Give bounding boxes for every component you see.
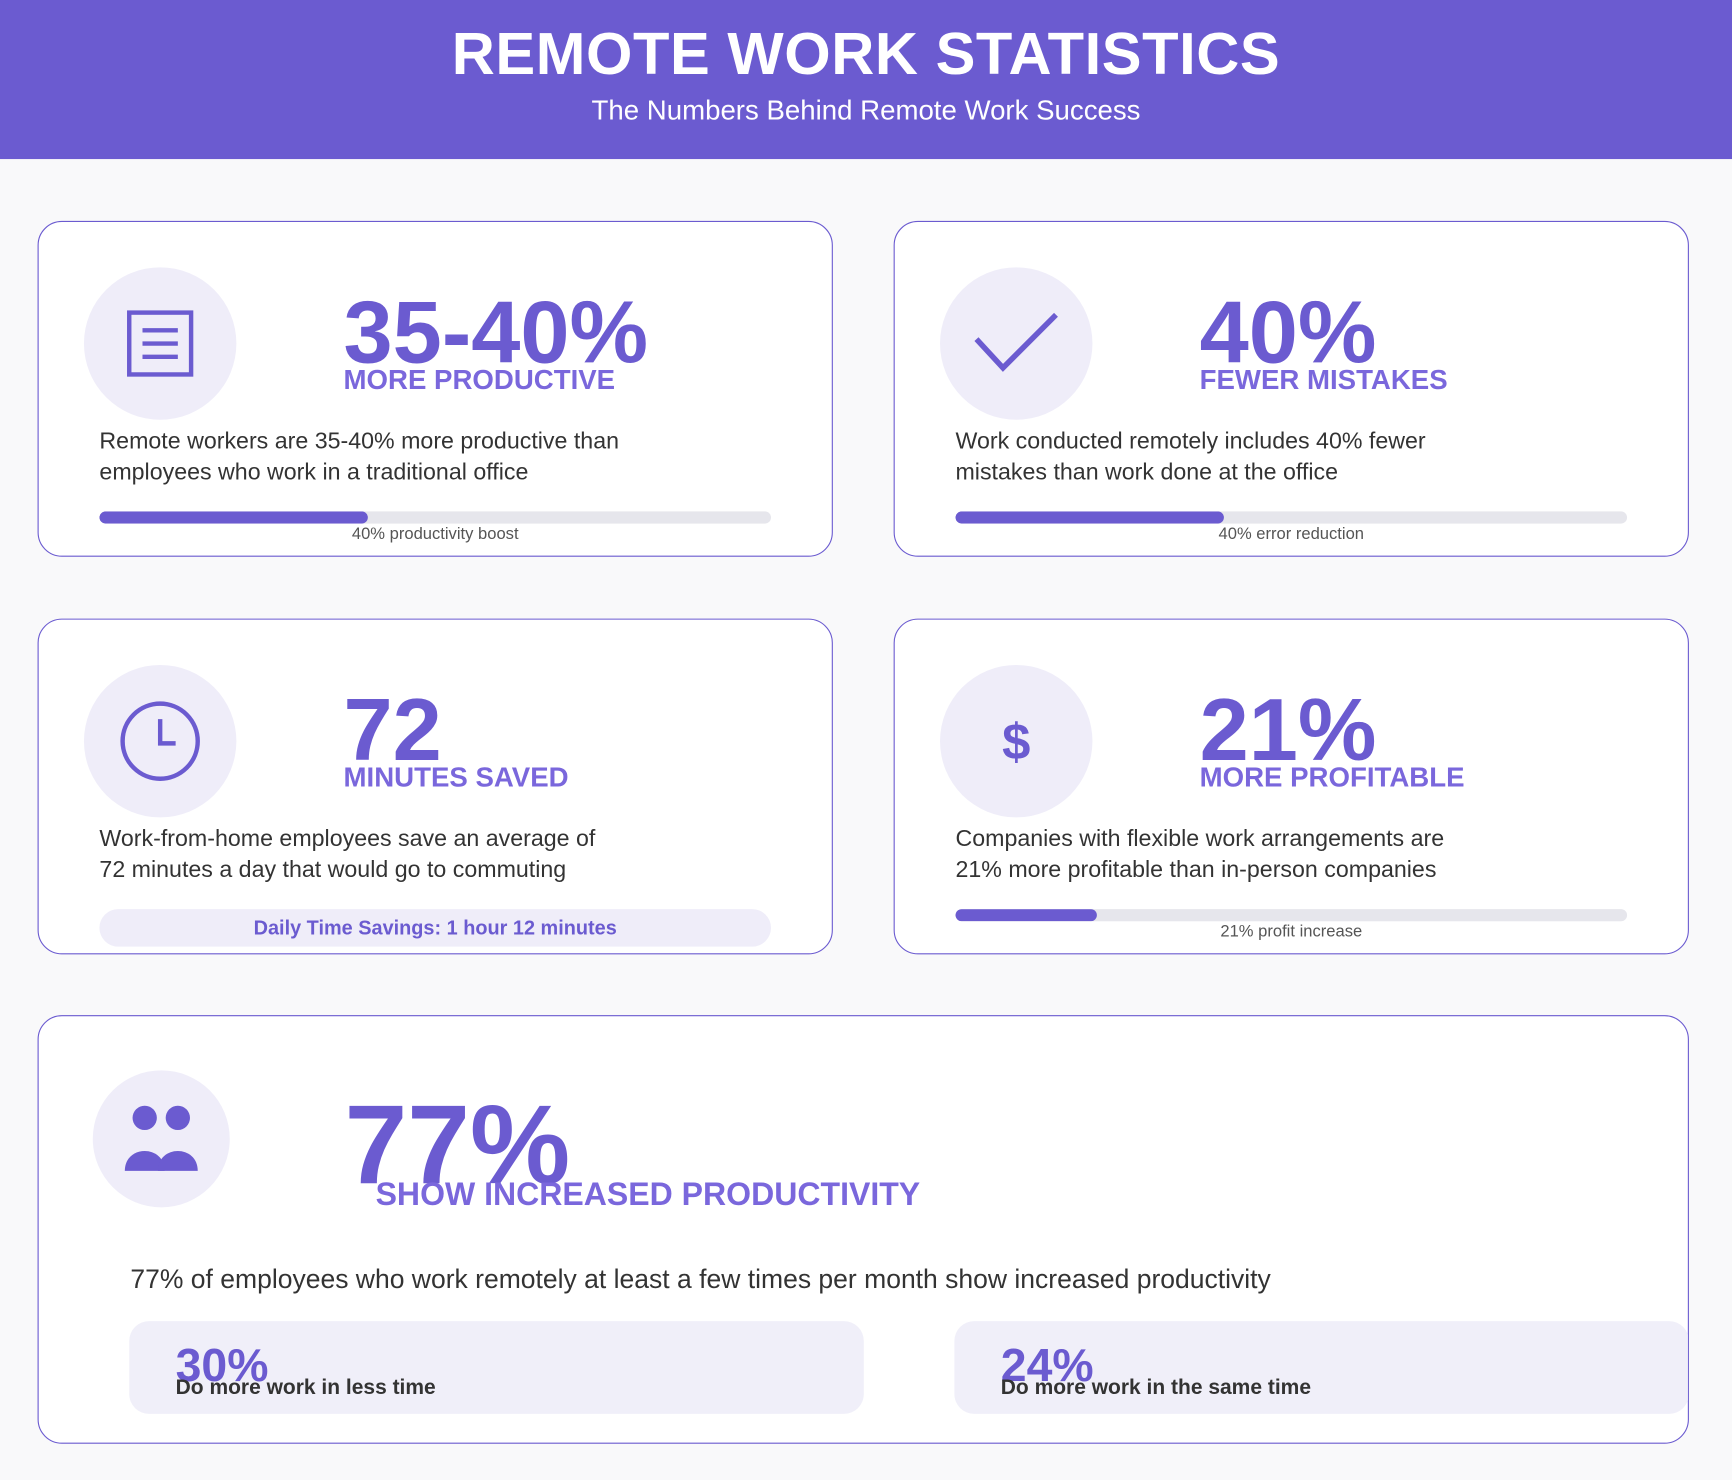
progress-label: 21% profit increase [1220, 922, 1363, 942]
icon [83, 664, 237, 818]
stat: 35-40% [343, 282, 649, 382]
progress-track [99, 511, 772, 524]
progress-fill [955, 909, 1097, 922]
description: Work conducted remotely includes 40% few… [955, 426, 1425, 488]
description: Work-from-home employees save an average… [99, 824, 595, 886]
line: Companies with flexible work arrangement… [955, 826, 1445, 852]
icon: $ [940, 664, 1093, 818]
sub-stat-value: 30% [175, 1338, 269, 1391]
progress-label: 40% error reduction [1218, 524, 1365, 544]
header: REMOTE WORK STATISTICS The Numbers Behin… [0, 0, 1732, 160]
icon [940, 267, 1093, 420]
stat-card: 35-40% MORE PRODUCTIVE Remote workers ar… [37, 220, 833, 557]
stat: 40% [1199, 282, 1377, 382]
icon [92, 1070, 230, 1208]
stat-card: 72 MINUTES SAVED Work-from-home employee… [37, 618, 833, 955]
sub-stat-label: Do more work in the same time [1000, 1376, 1312, 1400]
clock-icon [120, 701, 200, 781]
stat-label: FEWER MISTAKES [1199, 364, 1448, 396]
people-icon [124, 1105, 198, 1171]
progress-track [955, 909, 1628, 922]
sub-stat: 30% Do more work in less time [129, 1321, 864, 1414]
stat-card: 40% FEWER MISTAKES Work conducted remote… [893, 220, 1689, 557]
line: 21% more profitable than in-person compa… [955, 857, 1437, 883]
line: Work-from-home employees save an average… [99, 826, 596, 852]
line: employees who work in a traditional offi… [99, 459, 529, 485]
progress-track [955, 511, 1628, 524]
sub-stat: 24% Do more work in the same time [954, 1321, 1688, 1414]
stat: 21% [1199, 680, 1377, 779]
stat: 77% [344, 1081, 571, 1208]
description: 77% of employees who work remotely at le… [130, 1264, 1271, 1295]
stat-card: $ 21% MORE PROFITABLE Companies with fle… [893, 618, 1689, 955]
check-icon [974, 312, 1058, 372]
stat: 72 [343, 680, 442, 779]
title: REMOTE WORK STATISTICS [451, 20, 1281, 88]
line: 72 minutes a day that would go to commut… [99, 857, 567, 883]
stat-label: MORE PROFITABLE [1199, 762, 1465, 794]
subtitle: The Numbers Behind Remote Work Success [591, 94, 1141, 126]
line: Remote workers are 35-40% more productiv… [99, 428, 620, 454]
icon [83, 267, 237, 420]
progress-fill [955, 511, 1225, 524]
stat-label: MORE PRODUCTIVE [343, 364, 616, 396]
progress-fill [99, 511, 369, 524]
document-icon [127, 310, 194, 377]
sub-stat-label: Do more work in less time [175, 1376, 436, 1400]
line: mistakes than work done at the office [955, 459, 1339, 485]
featured-card: 77% SHOW INCREASED PRODUCTIVITY 77% of e… [37, 1015, 1689, 1444]
stat-label: SHOW INCREASED PRODUCTIVITY [375, 1177, 921, 1213]
line: Work conducted remotely includes 40% few… [955, 428, 1426, 454]
description: Remote workers are 35-40% more productiv… [99, 426, 619, 488]
description: Companies with flexible work arrangement… [955, 824, 1444, 886]
sub-stat-value: 24% [1000, 1338, 1094, 1391]
progress-label: 40% productivity boost [351, 524, 519, 544]
stat-label: MINUTES SAVED [343, 762, 569, 794]
note: Daily Time Savings: 1 hour 12 minutes [99, 909, 772, 947]
